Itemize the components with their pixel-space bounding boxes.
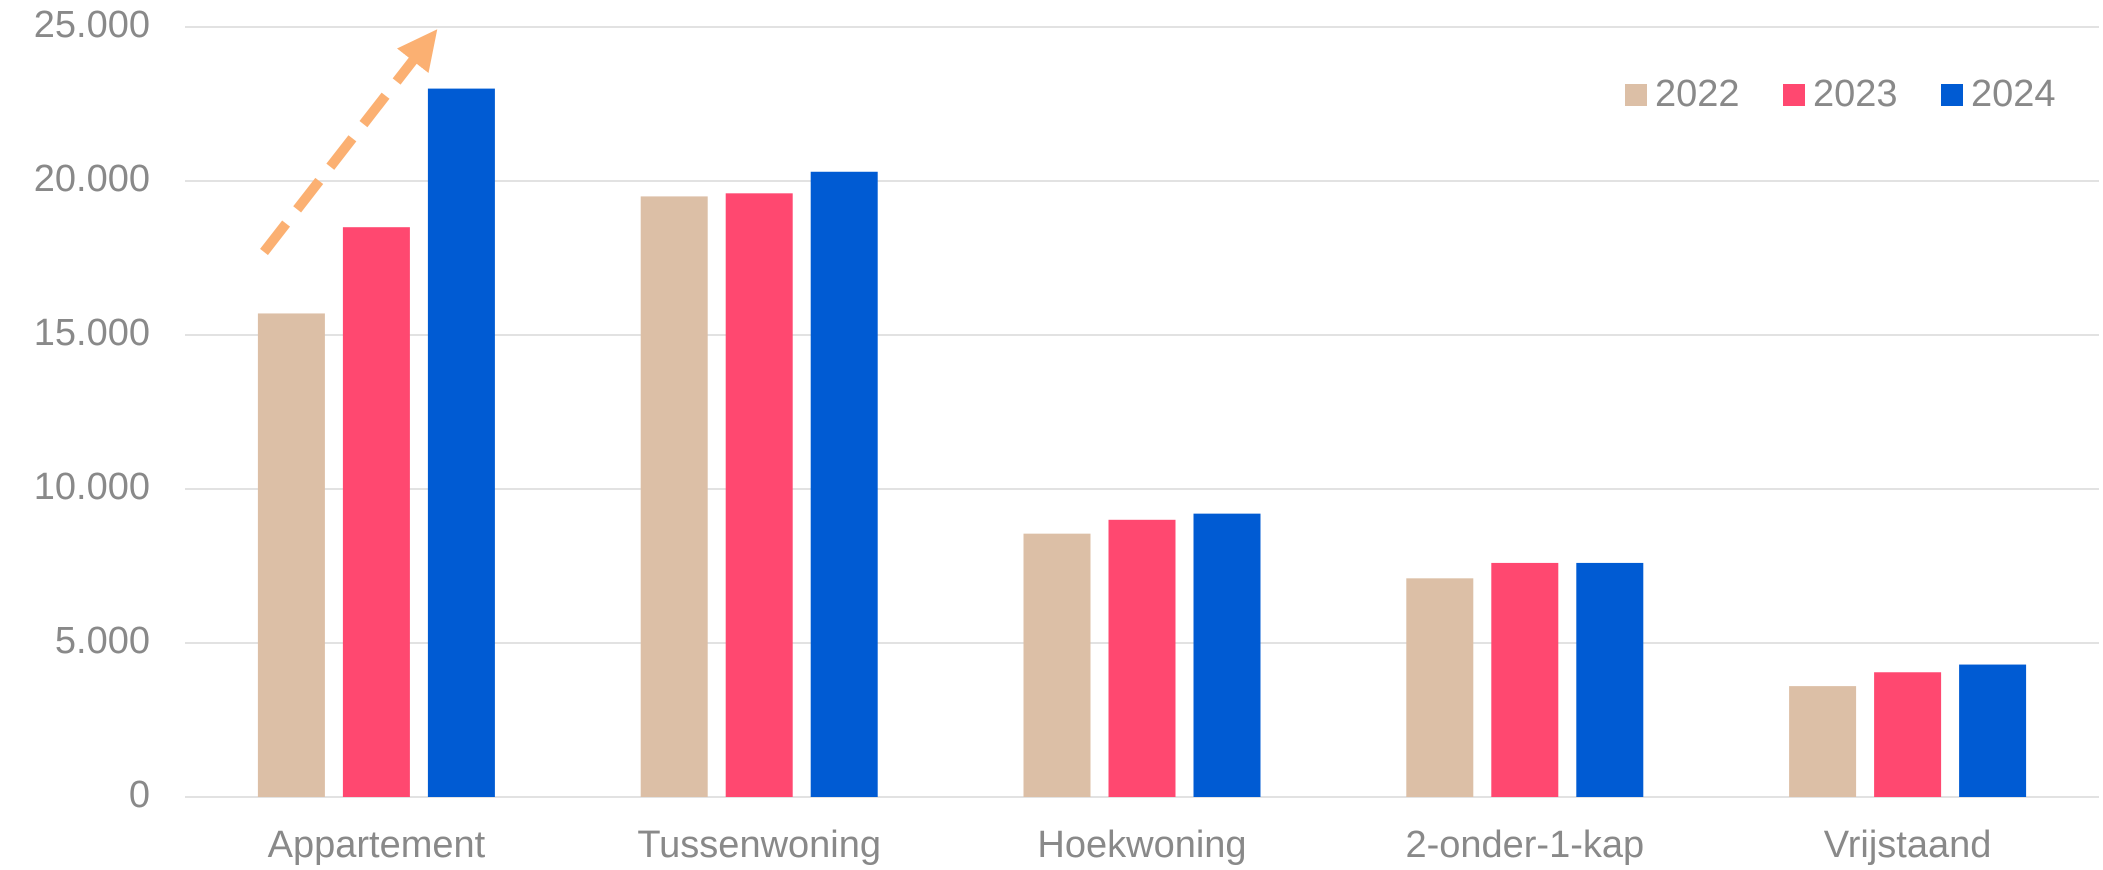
bar: [725, 193, 793, 797]
y-tick-label: 5.000: [55, 620, 150, 662]
y-tick-label: 15.000: [34, 312, 150, 354]
x-tick-label: Appartement: [268, 824, 486, 866]
x-tick-label: Hoekwoning: [1037, 824, 1246, 866]
bar: [257, 313, 325, 797]
bar: [1193, 513, 1261, 797]
x-tick-label: Vrijstaand: [1824, 824, 1992, 866]
y-tick-label: 20.000: [34, 158, 150, 200]
legend-swatch: [1783, 84, 1805, 106]
bar: [1959, 664, 2027, 797]
bar: [640, 196, 708, 797]
y-tick-label: 10.000: [34, 466, 150, 508]
bar: [1491, 562, 1559, 797]
legend-swatch: [1941, 84, 1963, 106]
legend-label: 2024: [1971, 73, 2056, 115]
bar: [342, 227, 410, 797]
bar: [1789, 686, 1857, 797]
plot-area: 0 5.000 10.000 15.000 20.000 25.000 Appartemen…: [34, 4, 2099, 866]
y-tick-label: 25.000: [34, 4, 150, 46]
legend-label: 2023: [1813, 73, 1898, 115]
bar: [810, 171, 878, 797]
legend-swatch: [1625, 84, 1647, 106]
legend-label: 2022: [1655, 73, 1740, 115]
bar: [427, 88, 495, 798]
bar: [1406, 578, 1474, 797]
bar: [1023, 533, 1091, 797]
trend-arrow: [260, 29, 438, 256]
y-tick-label: 0: [129, 774, 150, 816]
x-tick-label: Tussenwoning: [637, 824, 881, 866]
bar: [1576, 562, 1644, 797]
bar: [1108, 519, 1176, 797]
bar: [1874, 672, 1942, 797]
x-tick-label: 2-onder-1-kap: [1405, 824, 1644, 866]
